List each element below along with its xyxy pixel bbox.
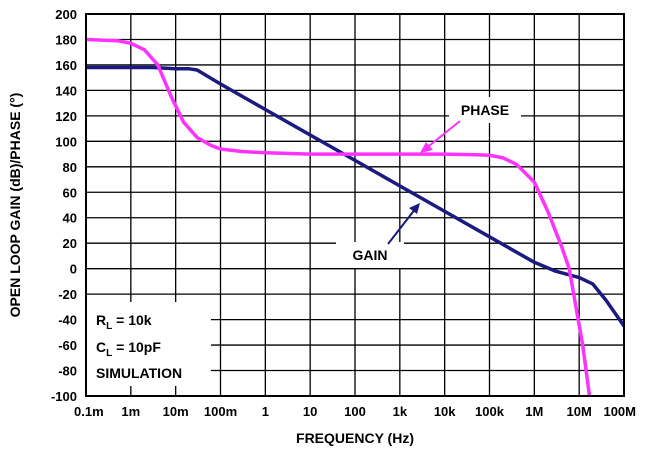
y-tick-label: 0 [70,262,77,277]
phase-label-box [449,97,521,123]
y-tick-label: 80 [63,160,77,175]
y-tick-label: 120 [55,109,77,124]
y-tick-label: 160 [55,58,77,73]
y-tick-label: -40 [58,313,77,328]
y-tick-label: -20 [58,287,77,302]
phase-series-line [86,37,592,396]
y-tick-label: 60 [63,185,77,200]
x-tick-label: 10 [303,404,317,419]
x-tick-label: 10m [163,404,189,419]
plot-frame [85,13,625,397]
phase-label: PHASE [461,102,509,118]
y-tick-label: 140 [55,83,77,98]
x-tick-label: 10k [434,404,456,419]
x-tick-label: 1k [393,404,408,419]
cl-condition: CL = 10pF [96,339,161,359]
y-tick-label: 200 [55,7,77,22]
gain-label: GAIN [353,247,388,263]
y-tick-label: -100 [51,389,77,404]
y-tick-label: -80 [58,364,77,379]
x-tick-label: 10M [567,404,592,419]
gain-label-box [336,242,404,268]
x-tick-label: 0.1m [74,404,104,419]
x-tick-label: 1 [262,404,269,419]
x-tick-label: 1M [525,404,543,419]
conditions-box [87,302,211,386]
y-tick-label: 20 [63,236,77,251]
y-tick-label: -60 [58,338,77,353]
gain-arrow-head [409,203,420,214]
x-tick-label: 100m [204,404,237,419]
y-axis-title: OPEN LOOP GAIN (dB)/PHASE (°) [7,93,23,318]
phase-arrow-line [423,120,461,151]
x-axis-title: FREQUENCY (Hz) [296,430,414,446]
x-tick-label: 100k [475,404,505,419]
gain-series-line [86,65,624,328]
x-tick-labels: 0.1m 1m 10m 100m 1 10 100 1k 10k 100k 1M 10M 100M [74,404,636,419]
y-tick-label: 100 [55,134,77,149]
series-layer [86,37,624,396]
x-tick-label: 1m [121,404,140,419]
y-tick-label: 40 [63,211,77,226]
gain-arrow-line [387,207,417,245]
simulation-note: SIMULATION [96,365,182,381]
y-tick-labels: 200180160140120100806040200-20-40-60-80-… [51,7,77,404]
x-tick-label: 100 [344,404,366,419]
x-tick-label: 100M [603,404,636,419]
rl-condition: RL = 10k [96,312,152,332]
y-tick-label: 180 [55,32,77,47]
phase-arrow-head [420,142,433,153]
